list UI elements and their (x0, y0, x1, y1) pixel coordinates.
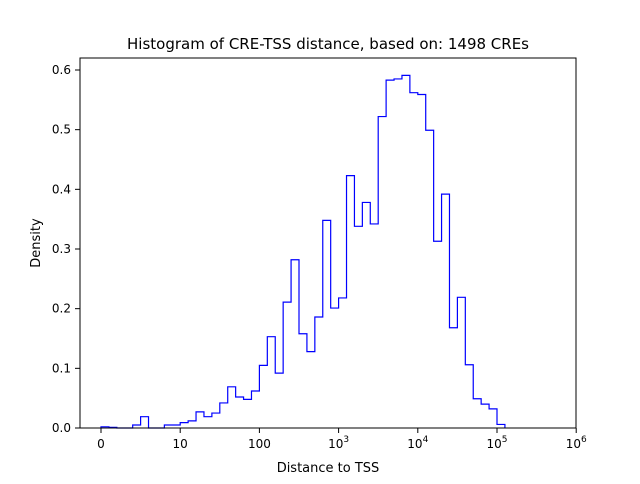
y-tick-label: 0.6 (52, 63, 71, 77)
x-tick-exponent: 5 (502, 435, 508, 445)
x-tick-label: 100 (248, 437, 271, 451)
y-axis-label: Density (29, 218, 44, 268)
y-tick-label: 0.2 (52, 302, 71, 316)
plot-frame (79, 57, 577, 429)
x-tick-label: 10 (173, 437, 188, 451)
x-tick-exponent: 6 (581, 435, 587, 445)
x-tick-exponent: 4 (423, 435, 429, 445)
x-tick-exponent: 3 (343, 435, 349, 445)
y-tick-label: 0.0 (52, 421, 71, 435)
y-tick-label: 0.1 (52, 361, 71, 375)
x-axis-label: Distance to TSS (277, 461, 380, 476)
y-axis-ticks: 0.0 0.1 0.2 0.3 0.4 0.5 0.6 (52, 63, 80, 435)
chart-title: Histogram of CRE-TSS distance, based on:… (127, 35, 529, 53)
y-tick-label: 0.4 (52, 182, 71, 196)
x-tick-label: 0 (97, 437, 105, 451)
y-tick-label: 0.5 (52, 123, 71, 137)
y-tick-label: 0.3 (52, 242, 71, 256)
histogram-step-line (100, 74, 506, 429)
